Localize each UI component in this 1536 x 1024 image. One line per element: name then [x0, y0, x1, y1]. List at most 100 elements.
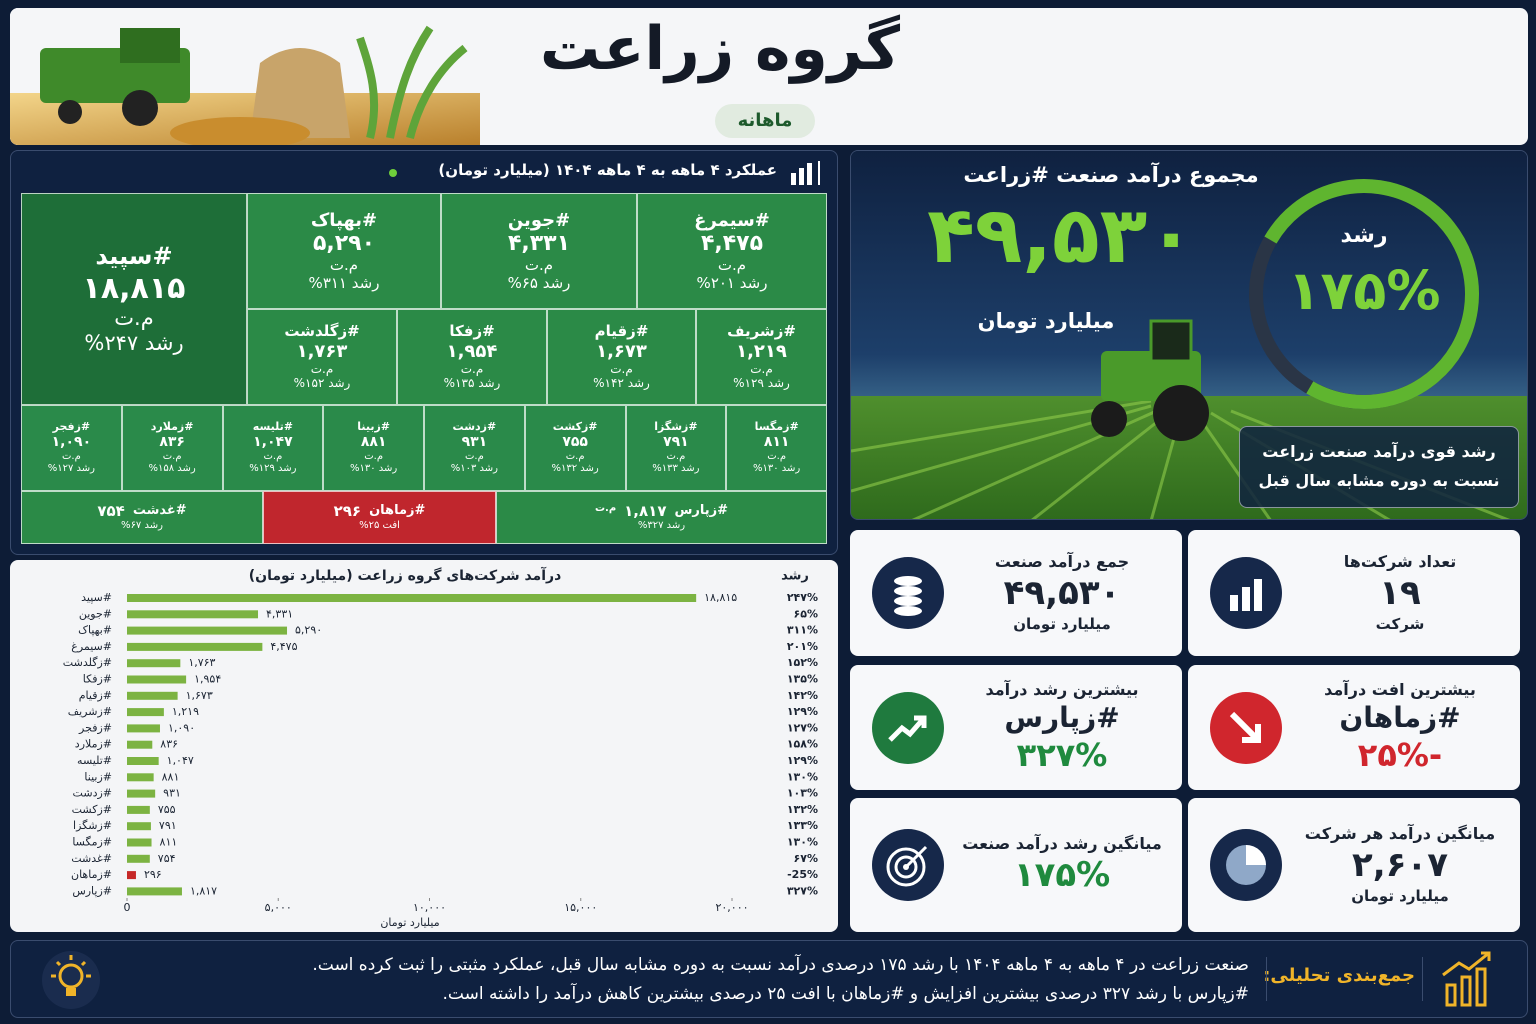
tile-growth: رشد ۱۲۹%: [249, 462, 297, 474]
value-label: ۴,۳۳۱: [266, 607, 293, 620]
bar: [127, 708, 164, 717]
divider: [1422, 957, 1423, 1001]
hero-unit: میلیارد تومان: [977, 309, 1115, 333]
treemap-tile: #جوین ۴,۳۳۱ م.ت رشد ۶۵%: [441, 193, 637, 309]
bar: [127, 871, 136, 880]
growth-label: ۶۷%: [794, 852, 818, 865]
value-label: ۷۵۴: [158, 852, 176, 865]
tile-name: #زمگسا: [754, 420, 799, 434]
growth-label: ۱۲۷%: [787, 721, 818, 734]
tile-head: #زقیام: [595, 323, 649, 341]
y-tick-label: #زشگزا: [73, 819, 112, 832]
tile-unit: م.ت: [310, 362, 334, 377]
tile-name: #سپید: [95, 242, 173, 271]
y-tick-label: #زمگسا: [72, 836, 112, 849]
tile-head: #زشگزا: [654, 420, 697, 434]
kpi-value: #زپارس: [1004, 701, 1120, 734]
summary-label: جمع‌بندی تحلیلی:: [1263, 965, 1415, 986]
value-label: ۱,۲۱۹: [172, 705, 199, 718]
x-tick-label: ۱۵,۰۰۰: [564, 901, 597, 914]
tile-head: #زپارس ۱,۸۱۷ م.ت: [594, 502, 729, 521]
value-label: ۷۵۵: [158, 803, 176, 816]
tile-value: ۲۹۶: [333, 501, 362, 520]
tile-name: #بهپاک: [310, 209, 378, 231]
tile-value: ۱,۲۱۹: [736, 341, 787, 363]
kpi-icon: [872, 557, 944, 629]
value-label: ۷۹۱: [159, 819, 177, 832]
tile-value: ۵,۲۹۰: [312, 230, 376, 256]
y-tick-label: #زماهان: [71, 868, 112, 881]
tile-name: #زپارس: [674, 502, 729, 518]
treemap-tile: #تلیسه ۱,۰۴۷ م.ت رشد ۱۲۹%: [222, 405, 324, 491]
tile-name: #زملارد: [150, 420, 194, 434]
tile-value: ۴,۴۷۵: [700, 230, 764, 256]
kpi-icon: [872, 691, 944, 764]
treemap-tile: #زفکا ۱,۹۵۴ م.ت رشد ۱۳۵%: [397, 309, 547, 405]
value-label: ۱,۹۵۴: [194, 673, 221, 686]
growth-label: ۱۳۵%: [787, 673, 818, 686]
tile-head: #بهپاک: [311, 210, 377, 231]
tile-name: #زکشت: [552, 420, 598, 434]
growth-label: ۱۳۰%: [787, 836, 818, 849]
kpi-card: جمع درآمد صنعت ۴۹,۵۳۰ میلیارد تومان: [850, 530, 1182, 656]
y-tick-label: #سیمرغ: [71, 640, 112, 653]
tile-head: #غدشت ۷۵۴: [97, 502, 186, 521]
y-tick-label: #زملارد: [75, 738, 112, 751]
bar: [127, 610, 259, 619]
value-label: ۹۳۱: [163, 787, 181, 800]
treemap-tile: #زدشت ۹۳۱ م.ت رشد ۱۰۳%: [424, 405, 525, 491]
growth-label: ۲۰۱%: [787, 640, 818, 653]
x-tick-label: 0: [124, 901, 131, 914]
growth-label: ۱۵۸%: [787, 738, 818, 751]
treemap-tile: #زملارد ۸۳۶ م.ت رشد ۱۵۸%: [121, 405, 223, 491]
kpi-title: بیشترین رشد درآمد: [985, 680, 1139, 699]
bar: [127, 642, 263, 651]
treemap-tile: #زشگزا ۷۹۱ م.ت رشد ۱۳۳%: [625, 405, 727, 491]
y-tick-label: #زدشت: [73, 787, 112, 800]
tile-unit: م.ت: [767, 450, 787, 462]
tile-head: #جوین: [508, 210, 570, 231]
hero-value: ۴۹,۵۳۰: [927, 191, 1195, 281]
tile-growth: رشد ۱۳۰%: [349, 462, 398, 474]
kpi-unit: ۳۲۷%: [1016, 736, 1108, 774]
kpi-value: #زماهان: [1339, 701, 1461, 734]
value-label: ۱۸,۸۱۵: [704, 591, 737, 604]
hero-caption: رشد قوی درآمد صنعت زراعت نسبت به دوره مش…: [1239, 426, 1519, 508]
tile-head: #زماهان ۲۹۶: [333, 501, 426, 521]
y-tick-label: #زگلدشت: [63, 656, 112, 669]
tile-head: #زدشت: [453, 420, 497, 434]
divider: [1266, 957, 1267, 1001]
tile-unit: م.ت: [594, 502, 617, 514]
bar: [127, 594, 697, 602]
tile-growth: رشد ۱۴۲%: [593, 376, 650, 391]
bar: [127, 740, 153, 749]
hero-panel: مجموع درآمد صنعت #زراعت ۴۹,۵۳۰ میلیارد ت…: [850, 150, 1528, 520]
tile-value: ۴,۳۳۱: [507, 230, 571, 256]
bar: [127, 773, 154, 782]
tile-growth: رشد ۱۵۲%: [293, 376, 351, 391]
value-label: ۵,۲۹۰: [295, 624, 322, 637]
chart-title: درآمد شرکت‌های گروه زراعت (میلیارد تومان…: [249, 566, 562, 584]
tile-head: #زبینا: [357, 420, 390, 434]
growth-label: ۶۵%: [794, 607, 818, 620]
bulb-icon: [42, 951, 100, 1009]
bar: [127, 805, 150, 814]
kpi-card: تعداد شرکت‌ها ۱۹ شرکت: [1188, 530, 1520, 656]
tile-head: #زشریف: [727, 323, 796, 341]
tile-growth: رشد ۱۳۳%: [652, 462, 700, 474]
tile-unit: م.ت: [61, 450, 81, 462]
tile-name: #زماهان: [369, 502, 426, 518]
tile-value: ۷۵۵: [562, 434, 588, 451]
kpi-card: میانگین رشد درآمد صنعت ۱۷۵%: [850, 798, 1182, 932]
y-tick-label: #زقیام: [79, 689, 112, 702]
growth-label: ۱۰۳%: [787, 787, 818, 800]
growth-label: ۳۲۷%: [787, 884, 818, 897]
growth-label: ۳۱۱%: [787, 624, 818, 637]
bar: [127, 691, 178, 700]
bar: [127, 822, 151, 831]
tile-growth: رشد ۶۷%: [121, 520, 163, 532]
y-tick-label: #زپارس: [72, 884, 112, 897]
tile-growth: افت ۲۵%: [359, 520, 400, 532]
tile-head: #زملارد: [150, 420, 194, 434]
treemap-tile: #بهپاک ۵,۲۹۰ م.ت رشد ۳۱۱%: [247, 193, 441, 309]
